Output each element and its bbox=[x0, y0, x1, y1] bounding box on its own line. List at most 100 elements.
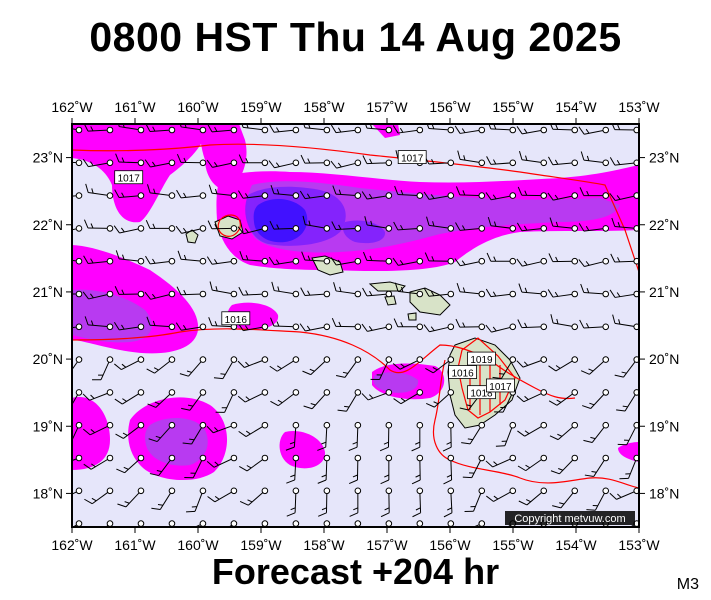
wind-barb bbox=[181, 389, 207, 411]
wind-barb bbox=[518, 487, 548, 506]
lat-label-right: 18˚N bbox=[649, 485, 679, 501]
wind-barb bbox=[179, 124, 207, 134]
wind-barb bbox=[394, 282, 424, 298]
wind-barb bbox=[578, 223, 610, 232]
wind-barb bbox=[184, 454, 207, 479]
wind-barb bbox=[610, 253, 639, 265]
lon-label-top: 158˚W bbox=[303, 99, 345, 115]
wind-barb bbox=[486, 252, 517, 265]
wind-barb bbox=[208, 184, 238, 199]
wind-barb bbox=[83, 124, 114, 134]
wind-barb bbox=[176, 153, 207, 167]
wind-barb bbox=[115, 153, 145, 167]
wind-barb bbox=[268, 256, 300, 266]
lat-label-right: 19˚N bbox=[649, 418, 679, 434]
wind-barb bbox=[206, 421, 238, 434]
wind-barb bbox=[486, 487, 517, 502]
isobar-label: 1019 bbox=[467, 351, 496, 366]
wind-barb bbox=[614, 356, 639, 378]
wind-barb bbox=[516, 126, 548, 135]
wind-barb bbox=[361, 323, 393, 332]
wind-barb bbox=[348, 421, 362, 452]
lon-label-top: 153˚W bbox=[618, 99, 660, 115]
lon-label-bottom: 154˚W bbox=[555, 537, 597, 553]
lat-label-right: 23˚N bbox=[649, 150, 679, 166]
wind-barb bbox=[394, 185, 424, 199]
lon-label-top: 160˚W bbox=[177, 99, 219, 115]
wind-barb bbox=[215, 389, 238, 413]
copyright-box: Copyright metvuw.com bbox=[505, 511, 635, 525]
wind-barb bbox=[617, 421, 639, 446]
lat-label-left: 23˚N bbox=[33, 150, 63, 166]
wind-barb bbox=[518, 150, 548, 167]
wind-barb bbox=[146, 316, 176, 331]
wind-barb bbox=[550, 454, 579, 475]
wind-barb bbox=[144, 290, 176, 300]
wind-barb bbox=[175, 322, 207, 331]
wind-barb bbox=[116, 454, 145, 474]
wind-barb bbox=[206, 256, 238, 265]
wind-barb bbox=[424, 155, 455, 167]
wind-barb bbox=[370, 356, 393, 381]
wind-barb bbox=[517, 421, 548, 437]
wind-barb bbox=[364, 216, 393, 232]
wind-barb bbox=[300, 154, 331, 167]
wind-barb bbox=[269, 356, 300, 372]
wind-barb bbox=[580, 283, 610, 298]
wind-barb bbox=[302, 356, 331, 376]
wind-barb bbox=[379, 421, 393, 452]
wind-barb bbox=[362, 251, 393, 265]
wind-barb bbox=[206, 159, 238, 168]
wind-barb bbox=[241, 124, 269, 134]
wind-barb bbox=[584, 454, 610, 477]
wind-barb bbox=[488, 124, 517, 134]
wind-barb bbox=[423, 323, 455, 333]
wind-barb bbox=[578, 257, 610, 268]
wind-barb bbox=[72, 487, 83, 495]
wind-barb bbox=[238, 154, 269, 167]
wind-barb bbox=[72, 454, 83, 462]
wind-barb bbox=[82, 290, 114, 300]
map-title: 0800 HST Thu 14 Aug 2025 bbox=[89, 14, 622, 60]
wind-barb bbox=[83, 219, 114, 232]
wind-barb bbox=[411, 454, 424, 485]
wind-barb bbox=[485, 454, 517, 468]
wind-barb bbox=[238, 421, 269, 437]
wind-barb bbox=[175, 225, 207, 234]
lon-label-bottom: 155˚W bbox=[492, 537, 534, 553]
wind-barb bbox=[362, 287, 393, 298]
wind-barb bbox=[239, 454, 269, 472]
wind-barb bbox=[237, 356, 269, 368]
lon-label-bottom: 153˚W bbox=[618, 537, 660, 553]
wind-barb bbox=[237, 190, 269, 199]
wind-barb bbox=[517, 319, 548, 331]
wind-barb bbox=[301, 251, 331, 265]
wind-barb bbox=[516, 356, 548, 368]
wind-barb bbox=[609, 192, 639, 202]
wind-barb bbox=[151, 487, 176, 510]
wind-barb bbox=[175, 520, 207, 527]
wind-barb bbox=[486, 156, 517, 167]
wind-barb bbox=[464, 487, 486, 513]
wind-barb bbox=[113, 225, 145, 234]
wind-barb bbox=[82, 389, 114, 401]
wind-barb bbox=[147, 389, 176, 408]
isobar-value: 1016 bbox=[225, 315, 248, 326]
wind-barb bbox=[145, 255, 176, 265]
wind-barb bbox=[318, 487, 331, 517]
wind-barb bbox=[207, 124, 238, 134]
isobar-value: 1017 bbox=[401, 154, 424, 165]
wind-barb bbox=[176, 189, 207, 199]
wind-barb bbox=[461, 421, 486, 445]
wind-barb bbox=[333, 282, 362, 298]
lat-label-right: 21˚N bbox=[649, 284, 679, 300]
wind-barb bbox=[144, 159, 176, 168]
lon-label-top: 157˚W bbox=[366, 99, 408, 115]
wind-barb bbox=[82, 421, 114, 436]
lon-label-bottom: 158˚W bbox=[303, 537, 345, 553]
lat-label-left: 19˚N bbox=[33, 418, 63, 434]
wind-barb bbox=[299, 190, 331, 200]
wind-barb bbox=[552, 487, 579, 509]
